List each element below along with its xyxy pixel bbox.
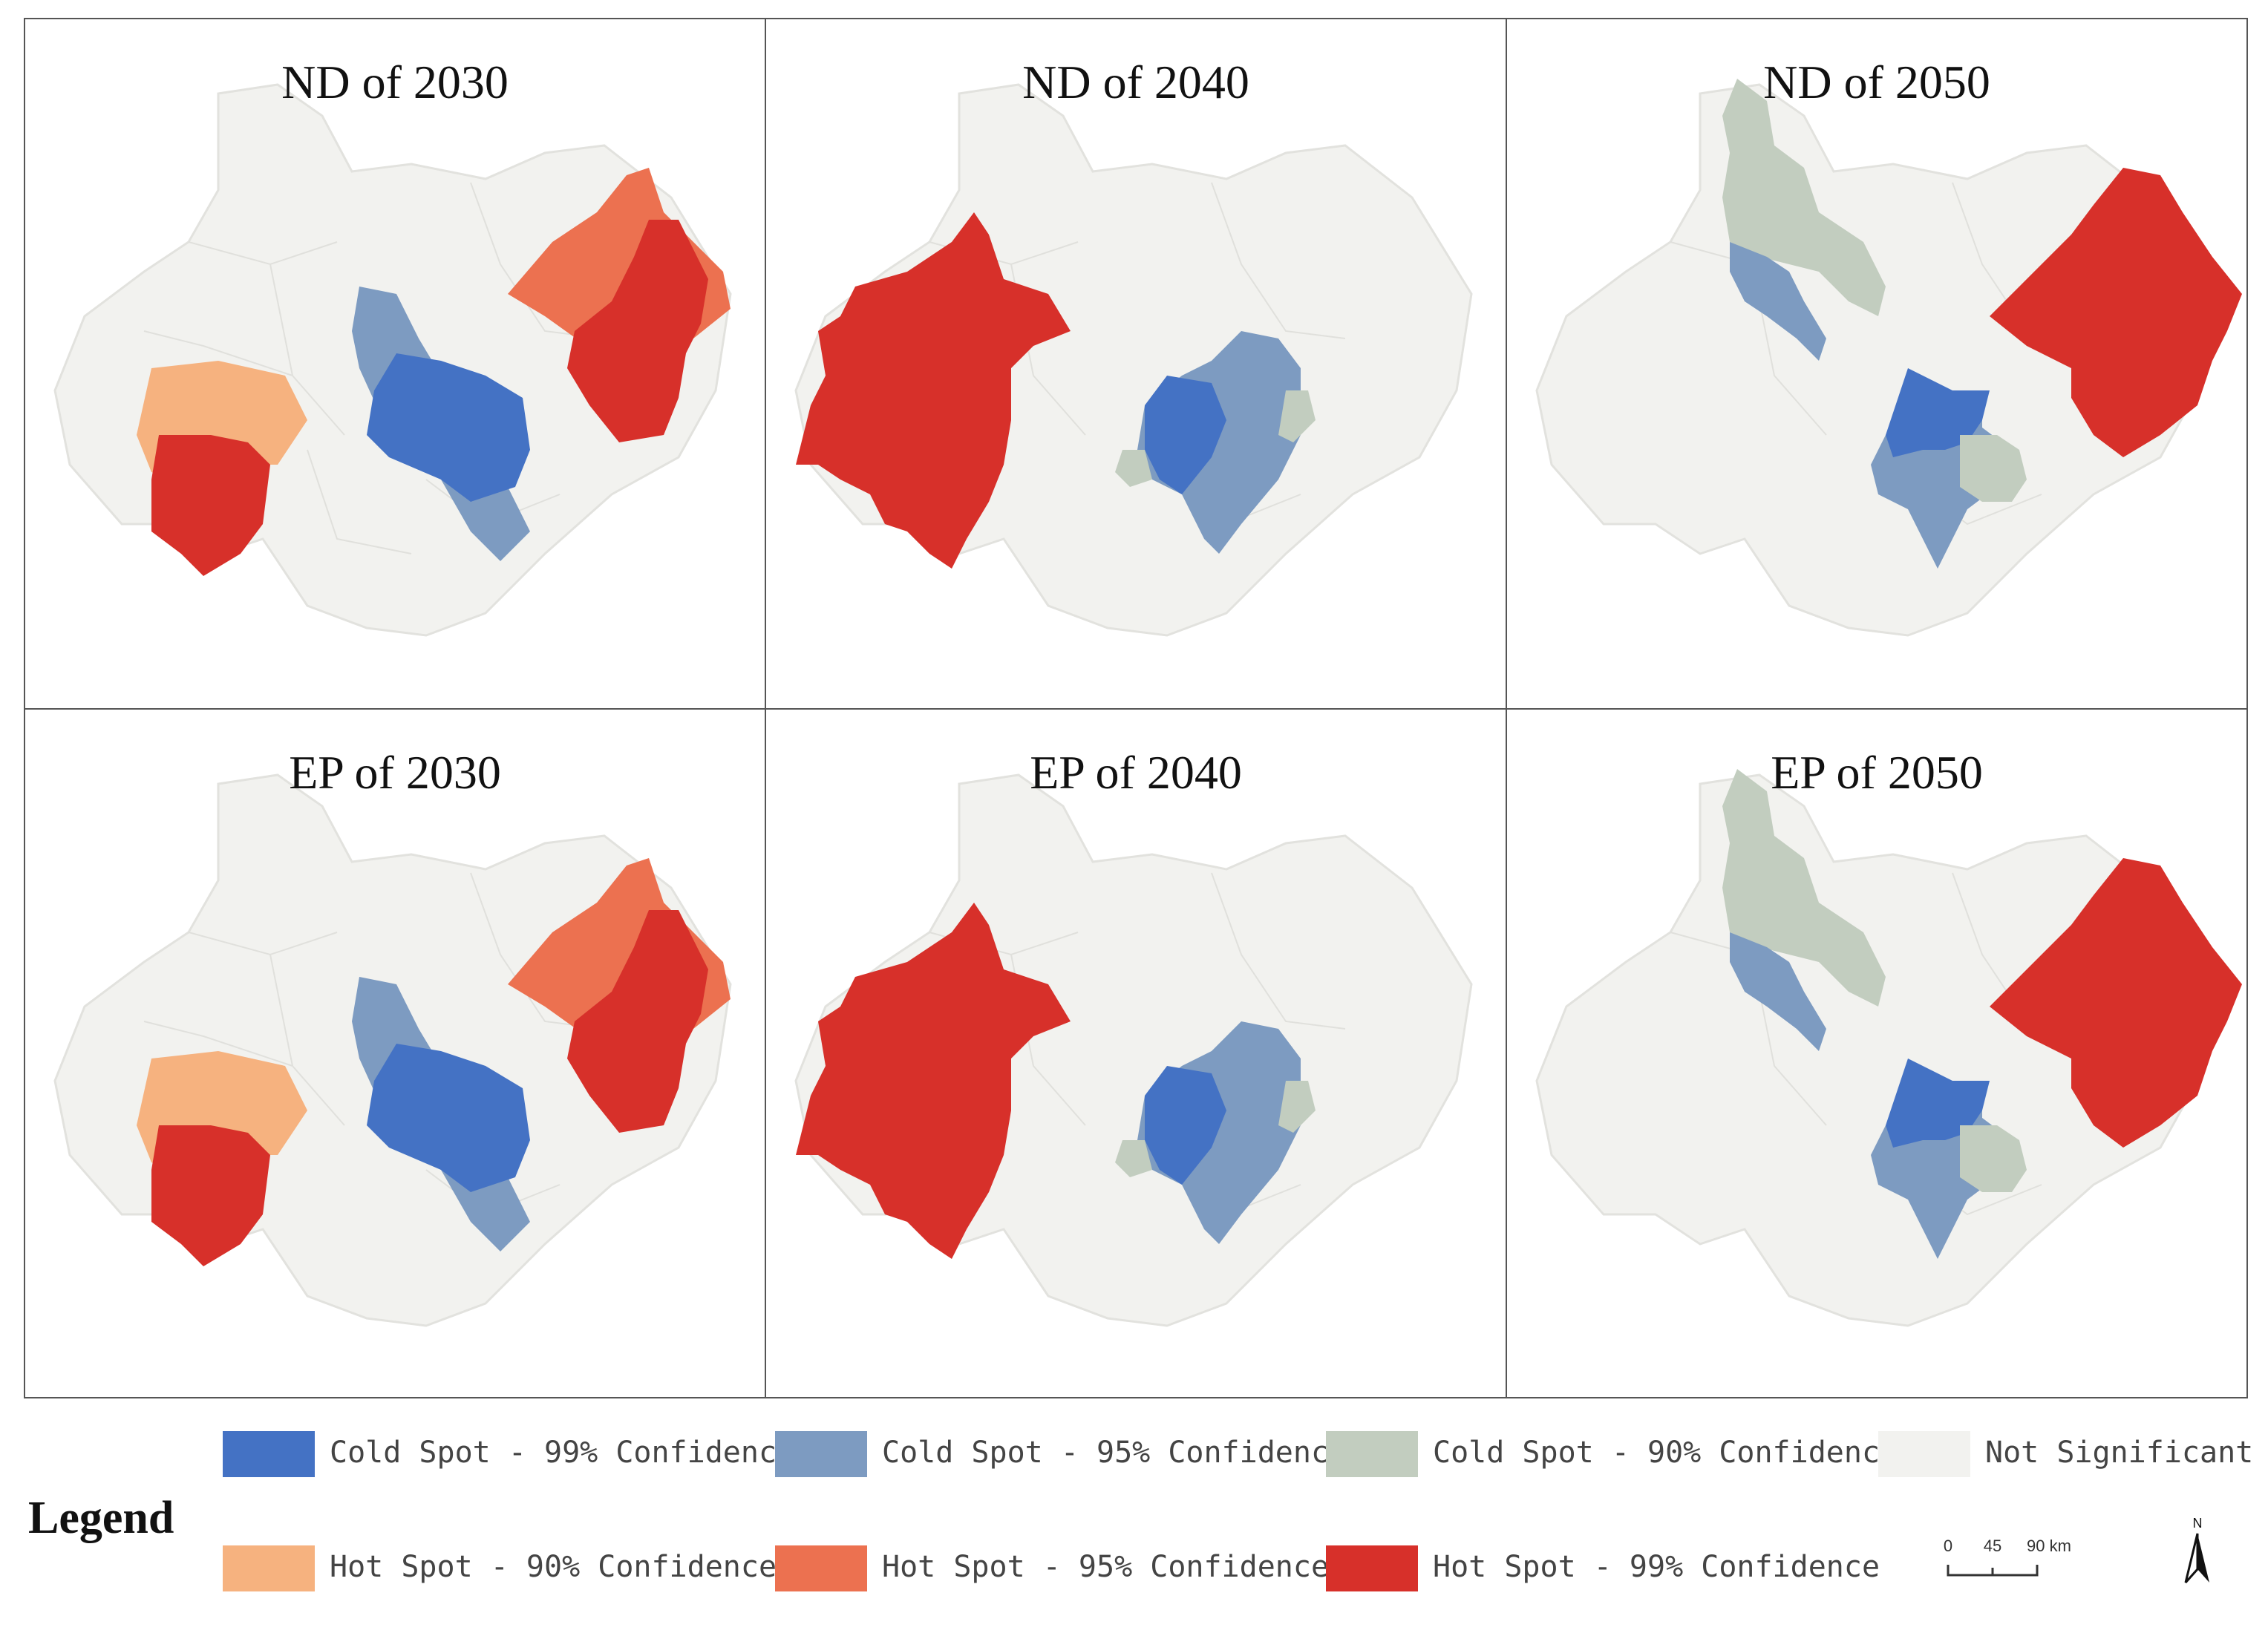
internal-boundaries xyxy=(929,872,1346,1216)
coldspot-90-west xyxy=(1115,1140,1152,1177)
map-panel-ep-2040: EP of 2040 xyxy=(766,710,1506,1397)
map-panel-ep-2030: EP of 2030 xyxy=(25,710,765,1397)
coldspot-99-center xyxy=(1145,376,1226,494)
coldspot-99-center xyxy=(1145,1066,1226,1185)
hotspot-99-east xyxy=(1990,168,2242,457)
legend-label: Cold Spot - 99% Confidence xyxy=(330,1436,795,1470)
legend-label: Hot Spot - 95% Confidence xyxy=(882,1550,1330,1584)
coldspot-90-east xyxy=(1278,1081,1316,1133)
scale-bar: 0 45 90 km xyxy=(1944,1537,2071,1577)
legend-swatch xyxy=(223,1545,315,1591)
scale-tick-label: 45 xyxy=(1984,1537,2001,1555)
legend-title: Legend xyxy=(28,1493,174,1543)
map-panel-nd-2040: ND of 2040 xyxy=(766,19,1506,708)
legend-label: Hot Spot - 90% Confidence xyxy=(330,1550,777,1584)
panel-title: EP of 2040 xyxy=(1030,746,1242,799)
coldspot-90-center xyxy=(1960,1125,2027,1192)
hotspot-99-west xyxy=(151,1125,270,1266)
legend-swatch xyxy=(1878,1431,1970,1477)
coldspot-90-west xyxy=(1115,450,1152,487)
north-arrow-icon: N xyxy=(2184,1516,2209,1583)
north-arrow-right-half xyxy=(2197,1534,2209,1583)
coldspot-90-east xyxy=(1278,390,1316,442)
scale-tick-label: 0 xyxy=(1944,1537,1952,1555)
region-outline xyxy=(1535,773,2214,1327)
map-ep-2050 xyxy=(1535,769,2242,1327)
legend-label: Cold Spot - 95% Confidence xyxy=(882,1436,1347,1470)
panel-title: EP of 2050 xyxy=(1771,746,1983,799)
coldspot-90-center xyxy=(1960,435,2027,502)
hotspot-99-west xyxy=(151,435,270,576)
scale-bar-line xyxy=(1947,1565,2039,1577)
hotspot-99-west xyxy=(796,212,1071,569)
legend-swatch xyxy=(1326,1431,1418,1477)
panel-title: EP of 2030 xyxy=(289,746,501,799)
map-ep-2030 xyxy=(53,773,732,1327)
map-ep-2040 xyxy=(794,773,1473,1327)
legend-swatch xyxy=(775,1431,867,1477)
map-panel-grid: ND of 2030 ND of 2040 xyxy=(24,18,2248,1398)
coldspot-99-center xyxy=(367,1044,530,1192)
map-nd-2040 xyxy=(794,83,1473,637)
legend-swatch xyxy=(223,1431,315,1477)
hotspot-99-east xyxy=(1990,858,2242,1148)
hotspot-99-ne xyxy=(567,910,708,1133)
panel-title: ND of 2040 xyxy=(1022,56,1249,108)
panel-title: ND of 2050 xyxy=(1763,56,1990,108)
legend-label: Cold Spot - 90% Confidence xyxy=(1433,1436,1898,1470)
map-nd-2030 xyxy=(53,83,732,637)
map-nd-2050 xyxy=(1535,79,2242,637)
legend-label: Hot Spot - 99% Confidence xyxy=(1433,1550,1880,1584)
north-label: N xyxy=(2193,1516,2203,1531)
legend-swatch xyxy=(775,1545,867,1591)
coldspot-95-northwest xyxy=(1730,932,1826,1051)
panel-divider-horizontal xyxy=(25,708,2246,710)
coldspot-99-center xyxy=(367,353,530,502)
hotspot-99-ne xyxy=(567,220,708,442)
internal-boundaries xyxy=(143,872,605,1216)
hotspot-99-west xyxy=(796,903,1071,1259)
internal-boundaries xyxy=(929,182,1346,526)
map-panel-ep-2050: EP of 2050 xyxy=(1507,710,2246,1397)
scale-tick-label: 90 km xyxy=(2027,1537,2071,1555)
region-outline xyxy=(1535,83,2214,637)
coldspot-95-northwest xyxy=(1730,242,1826,361)
north-arrow-left-half xyxy=(2184,1533,2199,1583)
map-panel-nd-2030: ND of 2030 xyxy=(25,19,765,708)
legend-swatch xyxy=(1326,1545,1418,1591)
map-panel-nd-2050: ND of 2050 xyxy=(1507,19,2246,708)
legend-label: Not Significant xyxy=(1985,1436,2254,1470)
panel-title: ND of 2030 xyxy=(281,56,509,108)
